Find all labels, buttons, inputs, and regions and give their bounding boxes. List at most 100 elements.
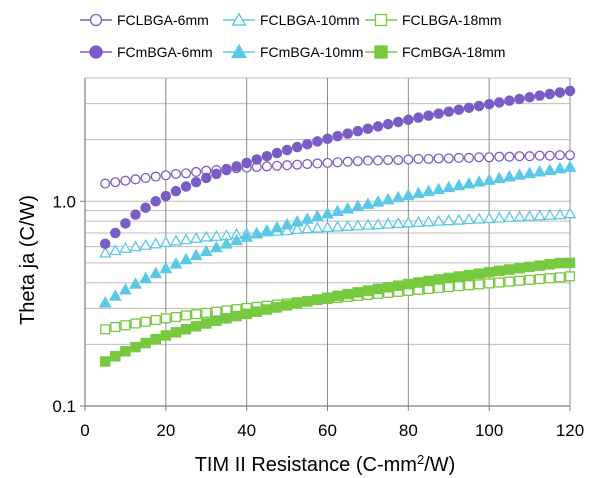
data-point — [342, 288, 353, 300]
data-point — [179, 252, 193, 265]
data-point — [514, 275, 525, 286]
data-point — [442, 214, 455, 226]
data-point — [453, 271, 465, 282]
data-point — [99, 356, 111, 367]
data-point — [524, 274, 535, 285]
data-point — [383, 154, 394, 166]
data-point — [160, 313, 171, 324]
data-point — [553, 161, 567, 174]
data-point — [150, 171, 161, 182]
data-point — [492, 171, 506, 184]
data-point — [241, 157, 252, 169]
data-point — [513, 210, 526, 222]
data-point — [261, 161, 272, 172]
data-point — [423, 153, 434, 164]
data-point — [170, 185, 182, 197]
data-point — [422, 215, 435, 227]
data-point — [322, 133, 333, 144]
data-point — [211, 315, 222, 326]
data-point — [99, 246, 112, 258]
data-point — [311, 221, 324, 233]
data-point — [544, 88, 556, 100]
data-point — [312, 294, 323, 305]
data-point — [433, 282, 444, 294]
data-point — [504, 276, 515, 287]
data-point — [392, 116, 404, 128]
data-point — [482, 173, 496, 185]
data-point — [189, 248, 203, 261]
legend-marker — [89, 45, 103, 59]
data-point — [302, 158, 313, 170]
data-point — [179, 233, 193, 245]
data-point — [189, 231, 203, 243]
data-point — [484, 278, 495, 289]
data-point — [98, 295, 112, 308]
data-point — [281, 144, 293, 156]
data-point — [453, 152, 464, 163]
data-point — [130, 209, 141, 220]
data-point — [544, 273, 555, 284]
data-point — [169, 234, 183, 246]
data-point — [110, 227, 121, 239]
data-point — [199, 244, 213, 257]
data-point — [240, 230, 254, 242]
data-point — [361, 218, 375, 230]
data-point — [140, 316, 151, 327]
data-point — [170, 327, 182, 338]
data-point — [120, 175, 131, 186]
data-point — [139, 271, 153, 284]
legend-item: FCLBGA-6mm — [80, 12, 209, 28]
data-point — [523, 166, 536, 179]
data-point — [494, 277, 505, 288]
legend-item: FCmBGA-6mm — [80, 44, 213, 60]
data-point — [503, 210, 516, 222]
data-point — [332, 130, 343, 142]
data-point — [270, 220, 284, 233]
data-point — [291, 222, 304, 234]
data-point — [322, 157, 333, 168]
data-point — [513, 168, 526, 180]
data-point — [362, 285, 374, 296]
legend-label: FCLBGA-18mm — [402, 12, 502, 28]
data-point — [473, 100, 485, 112]
data-point — [553, 208, 567, 220]
data-point — [403, 278, 414, 290]
data-point — [221, 164, 232, 176]
data-point — [371, 195, 385, 207]
data-point — [321, 207, 334, 219]
data-point — [432, 182, 446, 195]
data-point — [200, 172, 212, 184]
x-tick-label: 100 — [475, 421, 503, 440]
legend-item: FCmBGA-10mm — [223, 43, 363, 60]
data-point — [463, 102, 475, 114]
data-point — [302, 138, 313, 150]
data-point — [372, 155, 384, 166]
data-point — [382, 118, 394, 130]
x-tick-label: 20 — [156, 421, 175, 440]
data-point — [331, 220, 344, 232]
data-point — [534, 273, 545, 285]
legend-marker — [230, 43, 248, 59]
data-point — [563, 160, 577, 172]
data-point — [533, 165, 547, 177]
data-point — [392, 216, 405, 229]
data-point — [483, 267, 495, 278]
series-FCLBGA-6mm — [100, 150, 576, 189]
legend-marker — [374, 13, 388, 27]
series-FCmBGA-18mm — [99, 257, 576, 367]
data-point — [159, 235, 172, 248]
data-point — [472, 175, 486, 187]
data-point — [140, 337, 151, 349]
data-point — [251, 154, 263, 165]
data-point — [484, 152, 495, 163]
data-point — [260, 223, 274, 236]
data-point — [433, 274, 444, 285]
data-point — [534, 260, 545, 271]
data-point — [452, 213, 466, 225]
data-point — [342, 128, 353, 139]
data-point — [100, 324, 111, 335]
data-point — [282, 160, 293, 171]
data-point — [280, 224, 294, 236]
legend-item: FCLBGA-18mm — [365, 12, 502, 28]
